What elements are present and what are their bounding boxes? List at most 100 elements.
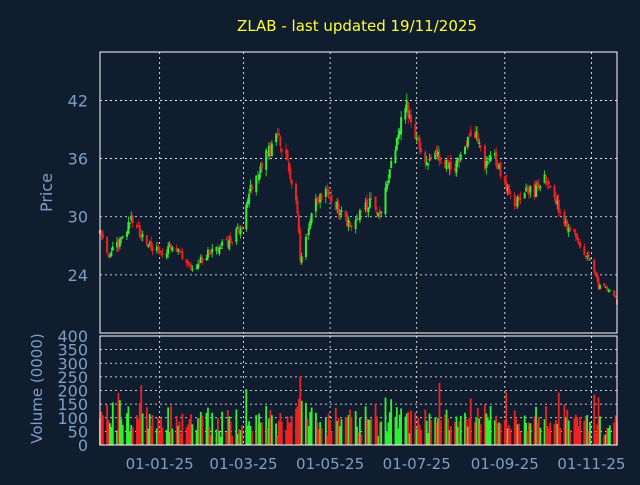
volume-bar [127, 406, 130, 445]
candle-body [158, 250, 161, 253]
volume-bar [498, 422, 501, 445]
volume-bar [583, 420, 586, 445]
candle-body [444, 160, 447, 168]
volume-bar [249, 425, 252, 445]
volume-bar [211, 412, 214, 445]
candle-body [268, 145, 271, 157]
candle-body [464, 146, 467, 154]
candle-body [327, 189, 330, 197]
volume-bar [241, 425, 243, 445]
volume-bar [190, 414, 192, 445]
candle-body [279, 137, 282, 147]
volume-bar [404, 416, 407, 445]
candle-body [506, 187, 509, 191]
candle-body [206, 249, 209, 258]
volume-bar [316, 422, 319, 445]
candle-body [195, 268, 198, 270]
candle-body [255, 175, 258, 192]
candle-body [306, 234, 309, 236]
volume-bar [157, 417, 160, 445]
candle-body [579, 242, 582, 248]
candle-body [275, 133, 278, 142]
candle-body [197, 264, 200, 269]
candle-body [377, 212, 380, 217]
volume-bar [201, 415, 204, 445]
volume-bar [107, 420, 110, 445]
volume-bar [276, 435, 279, 445]
candle-body [604, 286, 607, 288]
candle-body [455, 160, 458, 173]
volume-bar [438, 382, 441, 445]
volume-bar [469, 398, 472, 445]
volume-bar [387, 422, 390, 445]
volume-bar [435, 422, 438, 445]
candle-body [446, 160, 449, 168]
candle-body [544, 176, 547, 185]
price-tick-label: 42 [68, 91, 88, 110]
candle-body [250, 186, 253, 190]
candle-body [277, 133, 280, 136]
volume-bar [295, 408, 297, 445]
candle-body [187, 262, 190, 265]
candle-body [218, 247, 221, 254]
volume-bar [360, 434, 363, 445]
volume-bar [546, 425, 549, 445]
candle-body [290, 179, 293, 185]
volume-bar [390, 399, 393, 445]
candle-body [236, 227, 239, 229]
volume-bar [137, 418, 140, 445]
candle-body [265, 150, 268, 170]
candle-body [181, 251, 184, 260]
candle-body [603, 283, 606, 286]
volume-bar [339, 426, 341, 445]
candle-body [553, 185, 556, 198]
candle-body [425, 162, 428, 165]
candle-body [118, 239, 121, 247]
volume-bar [563, 404, 566, 445]
candle-body [270, 143, 273, 157]
volume-bar [533, 416, 536, 445]
candle-body [309, 221, 312, 229]
volume-bar [577, 426, 580, 445]
volume-bar [357, 432, 360, 445]
volume-bar [455, 416, 458, 445]
candle-body [287, 162, 290, 172]
volume-bar [579, 416, 581, 445]
volume-bar [116, 430, 118, 445]
candle-body [400, 117, 403, 134]
volume-bar [130, 425, 133, 445]
volume-bar [367, 419, 370, 445]
volume-bar [594, 432, 597, 445]
volume-bar [180, 433, 182, 445]
candle-body [523, 192, 526, 199]
volume-bar [266, 427, 269, 445]
volume-bar [525, 422, 527, 445]
volume-tick-label: 0 [78, 436, 88, 455]
volume-bar [165, 429, 168, 445]
candle-body [248, 193, 251, 204]
price-tick-label: 30 [68, 208, 88, 227]
volume-bar [370, 418, 373, 445]
volume-bar [349, 409, 351, 445]
volume-bar [454, 421, 456, 445]
candle-body [110, 252, 113, 257]
volume-bar [400, 408, 403, 445]
volume-bar [545, 406, 547, 445]
candle-body [563, 211, 566, 225]
volume-bar [225, 431, 228, 445]
volume-bar [128, 431, 131, 445]
volume-tick-label: 250 [57, 368, 88, 387]
volume-bar [269, 410, 272, 445]
candle-body [485, 160, 488, 168]
candle-body [503, 176, 506, 182]
volume-bar [574, 414, 577, 445]
candle-body [225, 239, 228, 241]
candle-body [135, 224, 138, 228]
volume-bar [175, 416, 178, 445]
candle-body [246, 200, 249, 205]
volume-bar [549, 422, 552, 445]
volume-tick-label: 100 [57, 409, 88, 428]
volume-bar [388, 412, 391, 445]
volume-bar [516, 424, 519, 445]
volume-bar [231, 435, 233, 445]
